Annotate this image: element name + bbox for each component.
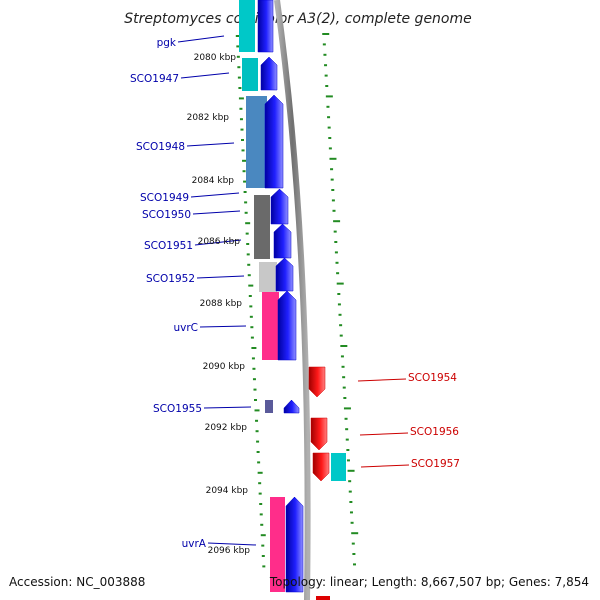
gene-arrow-sco1957[interactable]	[312, 452, 330, 482]
category-block-sco1947	[242, 58, 258, 91]
gene-label-sco1954[interactable]: SCO1954	[408, 372, 457, 384]
gene-arrow-sco1956[interactable]	[310, 417, 328, 451]
gene-label-sco1947[interactable]: SCO1947	[130, 73, 179, 85]
leader-line-sco1949	[190, 192, 240, 198]
gene-label-sco1948[interactable]: SCO1948	[136, 141, 185, 153]
gene-arrow-sco1949[interactable]	[270, 188, 289, 225]
leader-line-sco1955	[203, 406, 252, 409]
category-block-sco1952	[259, 262, 277, 292]
leader-line-pgk	[177, 35, 225, 43]
gene-label-sco1951[interactable]: SCO1951	[144, 240, 193, 252]
leader-line-sco1948	[186, 142, 235, 147]
gene-label-sco1952[interactable]: SCO1952	[146, 273, 195, 285]
gene-arrow-sco1947[interactable]	[260, 56, 278, 91]
ruler-label: 2092 kbp	[205, 423, 248, 433]
leader-line-sco1954	[357, 378, 407, 382]
category-block-sco1955	[265, 400, 273, 413]
ruler-label: 2080 kbp	[194, 53, 237, 63]
gene-arrow-uvrc[interactable]	[277, 290, 297, 361]
gene-label-sco1950[interactable]: SCO1950	[142, 209, 191, 221]
genome-backbone	[274, 0, 311, 600]
ruler-label: 2082 kbp	[187, 113, 230, 123]
gene-arrow-pgk[interactable]	[257, 0, 274, 53]
category-block-sco1949	[254, 195, 270, 259]
gene-label-sco1949[interactable]: SCO1949	[140, 192, 189, 204]
left-gene-labels: pgk SCO1947 SCO1948 SCO1949 SCO1950 SCO1…	[130, 37, 207, 550]
ruler-label: 2086 kbp	[198, 237, 241, 247]
gene-label-sco1956[interactable]: SCO1956	[410, 426, 459, 438]
gene-label-uvra[interactable]: uvrA	[182, 538, 207, 550]
ruler-labels: 2080 kbp 2082 kbp 2084 kbp 2086 kbp 2088…	[187, 53, 251, 556]
category-block-uvra	[270, 497, 285, 592]
category-block-sco1957	[331, 453, 346, 481]
leader-line-sco1947	[180, 72, 230, 79]
leader-line-sco1951	[194, 239, 242, 246]
leader-line-sco1957	[360, 464, 410, 468]
gene-arrow-sco1954[interactable]	[308, 366, 326, 398]
gene-arrow-sco1955[interactable]	[283, 399, 300, 414]
category-block-pgk	[239, 0, 255, 52]
label-leader-lines	[177, 35, 410, 546]
gene-arrow-sco1952[interactable]	[275, 257, 294, 292]
right-gene-labels: SCO1954 SCO1956 SCO1957	[408, 372, 460, 470]
ruler-label: 2084 kbp	[192, 176, 235, 186]
gene-arrow-partial	[316, 596, 330, 600]
tick-column-right	[322, 33, 359, 566]
map-title: Streptomyces coelicolor A3(2), complete …	[124, 11, 472, 27]
gene-label-uvrc[interactable]: uvrC	[173, 322, 198, 334]
gene-arrow-sco1951[interactable]	[273, 223, 292, 259]
leader-line-uvra	[207, 542, 257, 546]
leader-line-sco1950	[192, 210, 241, 215]
leader-line-sco1952	[196, 275, 245, 279]
genome-stats-text: Topology: linear; Length: 8,667,507 bp; …	[269, 575, 589, 589]
ruler-label: 2096 kbp	[208, 546, 251, 556]
gene-arrows	[257, 0, 330, 600]
leader-line-uvrc	[199, 325, 247, 328]
gene-label-pgk[interactable]: pgk	[157, 37, 177, 49]
gene-arrow-uvra[interactable]	[285, 496, 304, 593]
ruler-label: 2090 kbp	[203, 362, 246, 372]
leader-line-sco1956	[359, 432, 409, 436]
accession-text: Accession: NC_003888	[9, 575, 145, 589]
gene-arrow-sco1948[interactable]	[264, 94, 284, 189]
category-block-sco1948	[246, 96, 267, 188]
ruler-label: 2094 kbp	[206, 486, 249, 496]
category-block-uvrc	[262, 292, 279, 360]
gene-category-blocks	[239, 0, 346, 592]
ruler-label: 2088 kbp	[200, 299, 243, 309]
gene-label-sco1957[interactable]: SCO1957	[411, 458, 460, 470]
gene-label-sco1955[interactable]: SCO1955	[153, 403, 202, 415]
